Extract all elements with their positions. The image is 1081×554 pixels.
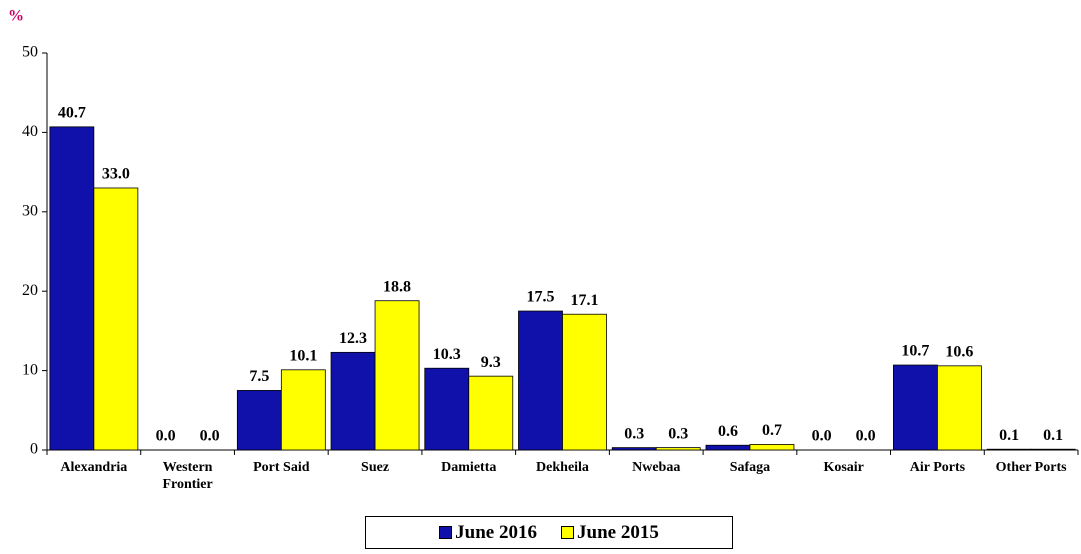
bar [49,126,95,451]
bar [330,351,376,451]
x-tick-label: Safaga [729,460,771,475]
data-label: 0.7 [762,422,782,439]
data-label: 12.3 [339,330,367,347]
y-tick-label: 0 [30,441,38,458]
data-label: 0.0 [156,428,176,445]
data-label: 9.3 [481,354,501,371]
data-label: 0.0 [856,428,876,445]
data-label: 0.3 [668,425,688,442]
x-tick-label: Air Ports [909,460,966,475]
bar [937,365,982,451]
data-label: 17.5 [527,289,555,306]
data-label: 40.7 [58,105,86,122]
bar [705,444,751,451]
legend-swatch [439,526,453,539]
y-tick-label: 20 [22,282,38,299]
x-tick-label: Suez [361,460,390,475]
x-tick-label: Western Frontier [162,460,213,492]
legend: June 2016 June 2015 [365,516,733,549]
legend-item: June 2015 [561,522,659,544]
bar [986,448,1032,451]
data-label: 0.0 [200,428,220,445]
bar [93,187,139,451]
data-label: 0.1 [999,427,1019,444]
data-label: 0.3 [624,425,644,442]
bar [280,369,326,451]
legend-item: June 2016 [439,522,537,544]
data-label: 17.1 [571,292,599,309]
bar [1030,448,1076,451]
y-axis-label: % [8,8,24,25]
data-label: 10.7 [901,343,929,360]
bar [749,444,795,451]
x-tick-label: Port Said [253,460,310,475]
x-tick-label: Dekheila [536,460,589,475]
x-tick-label: Damietta [441,460,497,475]
data-label: 10.6 [945,344,973,361]
bar [424,367,470,451]
x-tick-label: Nwebaa [632,460,681,475]
x-tick-label: Other Ports [995,460,1067,475]
legend-label: June 2016 [455,521,537,543]
legend-label: June 2015 [577,521,659,543]
legend-swatch [561,526,574,539]
data-label: 0.0 [812,428,832,445]
y-tick-label: 40 [22,123,38,140]
bar [562,313,607,451]
data-label: 7.5 [249,368,269,385]
y-tick-label: 10 [22,361,38,378]
bar [374,300,420,451]
bar [611,447,657,451]
bar [893,364,938,451]
data-label: 0.1 [1043,427,1063,444]
data-label: 10.1 [289,347,317,364]
bar [655,447,701,451]
data-label: 33.0 [102,166,130,183]
x-tick-label: Alexandria [60,460,128,475]
bar [518,310,563,451]
data-label: 0.6 [718,423,738,440]
data-label: 18.8 [383,278,411,295]
y-tick-label: 50 [22,44,38,61]
bar [468,375,514,451]
data-label: 10.3 [433,346,461,363]
bar [236,390,282,451]
y-tick-label: 30 [22,202,38,219]
x-tick-label: Kosair [823,460,864,475]
